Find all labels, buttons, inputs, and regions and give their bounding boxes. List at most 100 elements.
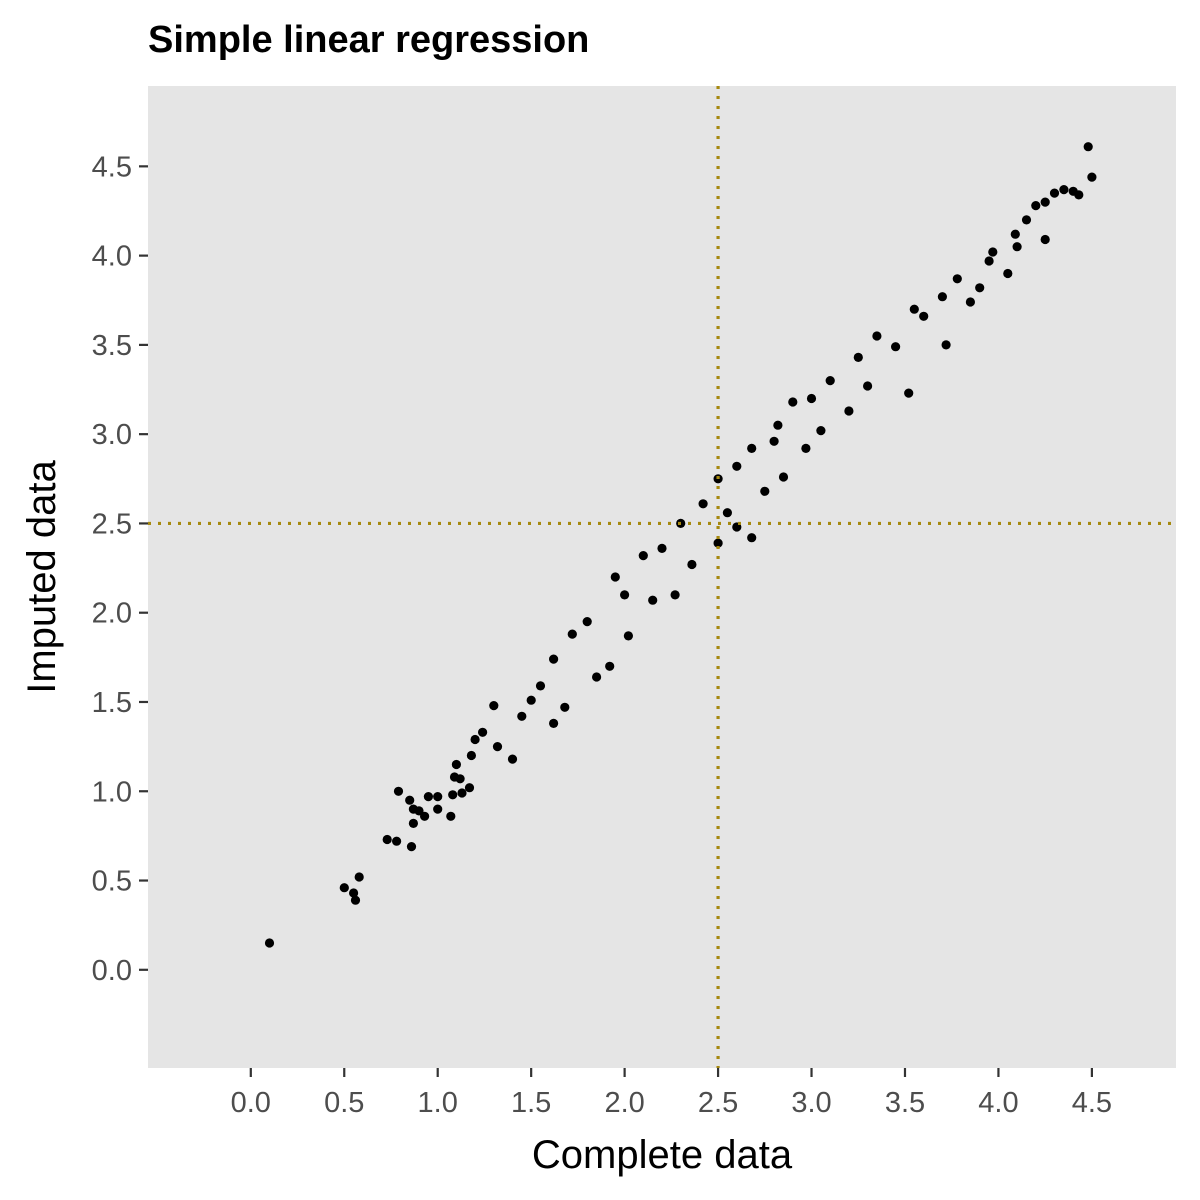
y-axis-title: Imputed data (20, 460, 64, 694)
data-point (451, 759, 461, 770)
y-tick-label: 4.0 (92, 241, 132, 273)
y-tick-label: 3.0 (92, 419, 132, 451)
data-point (517, 711, 527, 721)
data-point (891, 342, 901, 352)
data-point (1012, 242, 1022, 252)
data-point (592, 672, 602, 682)
chart-title: Simple linear regression (148, 19, 589, 61)
data-point (408, 818, 418, 829)
data-point (349, 888, 359, 898)
x-tick-label: 4.0 (978, 1087, 1018, 1119)
data-point (623, 631, 634, 641)
data-point (560, 702, 570, 712)
plot-panel (148, 86, 1176, 1068)
data-point (492, 742, 503, 752)
data-point (526, 695, 536, 705)
data-point (919, 311, 929, 321)
x-tick-label: 1.5 (511, 1087, 551, 1119)
x-tick-label: 0.5 (324, 1087, 364, 1119)
data-point (1003, 268, 1013, 279)
data-point (713, 538, 723, 548)
y-tick-label: 3.5 (92, 330, 132, 362)
data-point (1040, 234, 1050, 245)
x-tick-label: 1.0 (418, 1087, 458, 1119)
data-point (816, 426, 826, 436)
data-point (1083, 142, 1093, 152)
data-point (392, 836, 402, 846)
data-point (988, 247, 998, 257)
data-point (952, 274, 962, 284)
x-tick-label: 2.5 (698, 1087, 738, 1119)
data-point (405, 795, 415, 805)
data-point (433, 792, 443, 802)
data-point (620, 590, 630, 600)
data-point (466, 750, 476, 761)
data-point (354, 872, 364, 882)
data-point (825, 376, 835, 386)
data-point (747, 443, 757, 453)
data-point (1074, 190, 1084, 200)
data-point (687, 559, 697, 570)
data-point (406, 842, 417, 852)
data-point (448, 790, 458, 800)
y-tick-label: 1.0 (92, 776, 132, 808)
data-point (638, 551, 648, 561)
data-point (872, 331, 882, 341)
y-tick-label: 0.5 (92, 866, 132, 898)
data-point (489, 701, 499, 711)
data-point (1021, 215, 1032, 225)
x-tick-label: 4.5 (1072, 1087, 1112, 1119)
data-point (984, 256, 994, 266)
data-point (965, 297, 976, 307)
y-tick-label: 2.0 (92, 598, 132, 630)
data-point (478, 727, 488, 737)
data-point (909, 304, 919, 314)
x-axis: 0.0 0.5 1.0 1.5 2.0 2.5 3.0 3.5 4.0 4.5 (231, 1068, 1112, 1119)
data-point (610, 572, 620, 582)
x-tick-label: 3.0 (791, 1087, 831, 1119)
data-point (423, 792, 433, 802)
data-point (648, 595, 658, 605)
data-point (788, 397, 798, 407)
x-tick-label: 0.0 (231, 1087, 271, 1119)
data-point (535, 681, 546, 691)
data-point (941, 340, 951, 350)
data-point (853, 352, 863, 362)
data-point (778, 472, 789, 482)
data-point (507, 754, 518, 764)
data-point (339, 883, 349, 893)
data-point (657, 543, 667, 554)
data-point (904, 388, 914, 398)
data-point (264, 938, 275, 948)
data-point (1059, 185, 1069, 195)
data-point (773, 420, 783, 430)
data-point (732, 461, 742, 471)
data-point (1031, 201, 1041, 211)
data-point (975, 283, 985, 293)
data-point (549, 654, 559, 664)
data-point (760, 486, 770, 496)
data-point (863, 381, 873, 391)
reference-lines (148, 86, 1176, 1068)
data-point (457, 788, 467, 798)
data-point (1040, 197, 1050, 207)
x-tick-label: 2.0 (604, 1087, 644, 1119)
data-point (605, 661, 615, 671)
data-point (393, 786, 404, 796)
data-point (937, 292, 948, 302)
data-point (464, 783, 475, 793)
data-point (844, 406, 854, 416)
data-point (549, 718, 559, 729)
data-point (1087, 172, 1097, 182)
y-tick-label: 4.5 (92, 151, 132, 183)
data-point (670, 590, 680, 600)
data-point (698, 499, 708, 509)
data-point (420, 811, 430, 821)
data-point (1049, 188, 1060, 198)
data-point (446, 811, 456, 821)
data-point (433, 804, 443, 814)
data-points (264, 142, 1097, 948)
data-point (806, 393, 817, 404)
data-point (582, 617, 592, 627)
